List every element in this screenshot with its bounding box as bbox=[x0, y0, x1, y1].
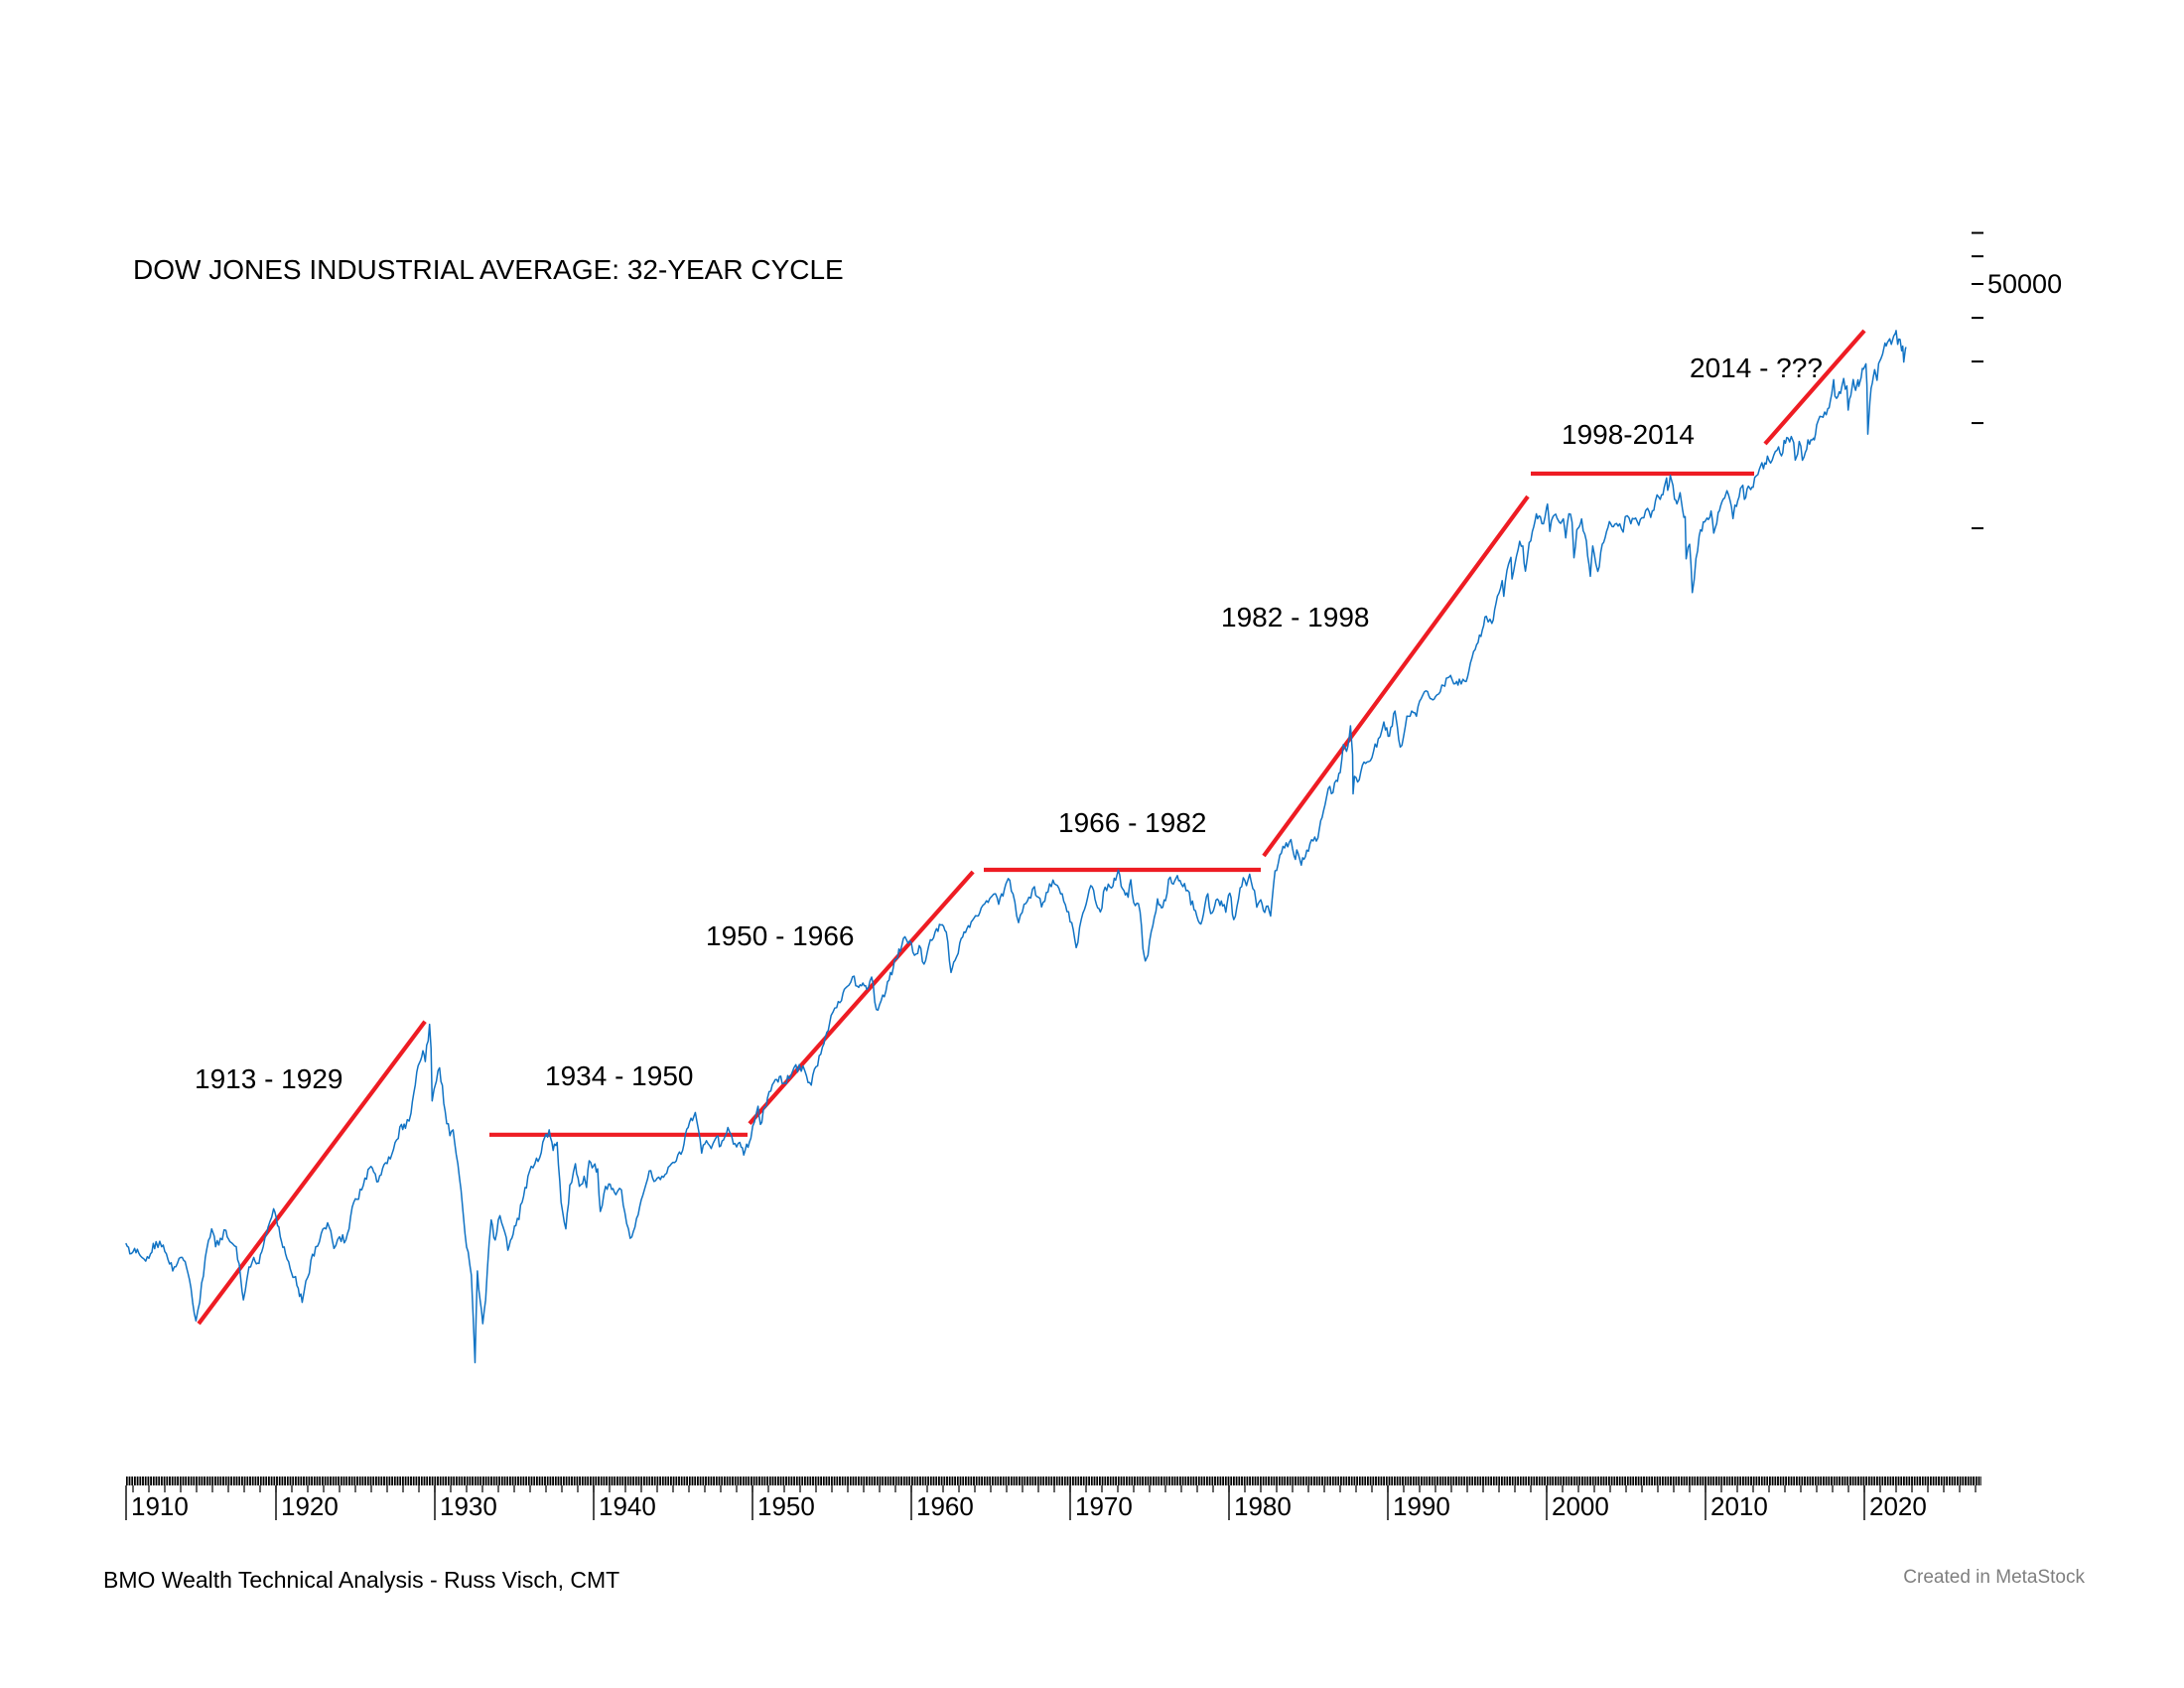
x-axis bbox=[125, 1477, 1981, 1520]
trend-line bbox=[197, 1020, 427, 1326]
cycle-label-1998-2014: 1998-2014 bbox=[1562, 419, 1695, 450]
x-axis-label-1960: 1960 bbox=[916, 1491, 974, 1521]
chart-title: DOW JONES INDUSTRIAL AVERAGE: 32-YEAR CY… bbox=[133, 254, 844, 285]
trend-line bbox=[1262, 494, 1530, 858]
x-axis-label-1910: 1910 bbox=[131, 1491, 189, 1521]
cycle-label-1966-1982: 1966 - 1982 bbox=[1058, 807, 1207, 838]
x-axis-label-2000: 2000 bbox=[1552, 1491, 1609, 1521]
footer-attribution: BMO Wealth Technical Analysis - Russ Vis… bbox=[103, 1567, 620, 1593]
y-axis-tick-label-50000: 50000 bbox=[1987, 269, 2063, 299]
price-line bbox=[125, 330, 1907, 1364]
footer-created-in: Created in MetaStock bbox=[1903, 1567, 2085, 1588]
x-axis-label-2020: 2020 bbox=[1869, 1491, 1927, 1521]
cycle-label-2014-unknown: 2014 - ??? bbox=[1690, 352, 1823, 383]
cycle-label-1934-1950: 1934 - 1950 bbox=[545, 1060, 694, 1091]
y-axis bbox=[1972, 231, 1983, 530]
x-axis-label-1990: 1990 bbox=[1393, 1491, 1450, 1521]
trend-line bbox=[748, 870, 975, 1125]
cycle-label-1950-1966: 1950 - 1966 bbox=[706, 920, 855, 951]
x-axis-label-1950: 1950 bbox=[757, 1491, 815, 1521]
trend-lines bbox=[197, 329, 1866, 1326]
x-axis-label-1920: 1920 bbox=[281, 1491, 339, 1521]
cycle-label-1982-1998: 1982 - 1998 bbox=[1221, 602, 1370, 633]
x-axis-label-1940: 1940 bbox=[599, 1491, 656, 1521]
x-axis-label-2010: 2010 bbox=[1710, 1491, 1768, 1521]
cycle-label-1913-1929: 1913 - 1929 bbox=[195, 1063, 343, 1094]
x-axis-label-1980: 1980 bbox=[1234, 1491, 1292, 1521]
trend-line bbox=[1763, 329, 1866, 446]
x-axis-label-1970: 1970 bbox=[1075, 1491, 1133, 1521]
x-axis-label-1930: 1930 bbox=[440, 1491, 497, 1521]
